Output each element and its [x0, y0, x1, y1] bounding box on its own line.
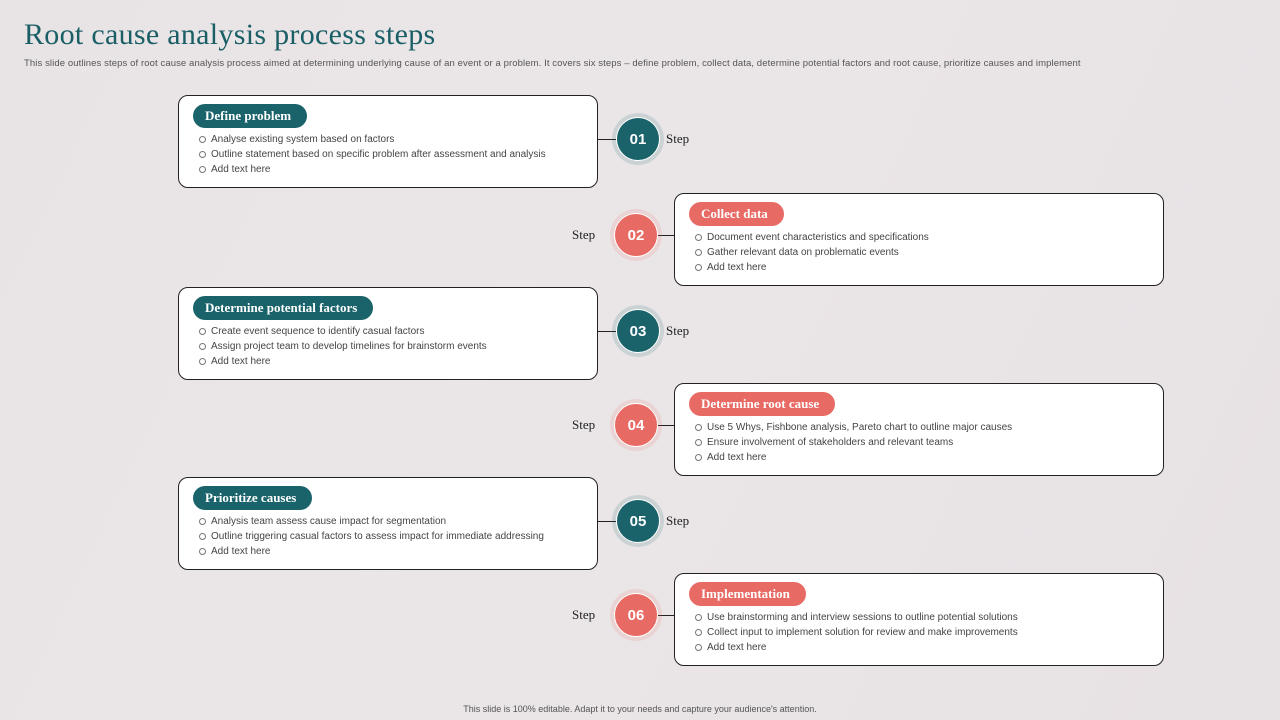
step-label: Step — [572, 227, 595, 243]
step-bullet: Analyse existing system based on factors — [211, 132, 583, 147]
step-bullet: Use brainstorming and interview sessions… — [707, 610, 1149, 625]
slide-subtitle: This slide outlines steps of root cause … — [24, 58, 1256, 69]
step-bullet: Document event characteristics and speci… — [707, 230, 1149, 245]
step-bullets: Create event sequence to identify casual… — [193, 324, 583, 369]
step-label: Step — [666, 131, 689, 147]
step-bullet: Add text here — [211, 544, 583, 559]
connector-line — [658, 425, 674, 426]
step-bullet: Analysis team assess cause impact for se… — [211, 514, 583, 529]
step-number-badge: 06 — [614, 593, 658, 637]
step-label: Step — [572, 417, 595, 433]
step-bullet: Add text here — [211, 354, 583, 369]
step-bullet: Outline statement based on specific prob… — [211, 147, 583, 162]
step-bullet: Use 5 Whys, Fishbone analysis, Pareto ch… — [707, 420, 1149, 435]
step-card-04: Determine root cause Use 5 Whys, Fishbone… — [674, 383, 1164, 476]
step-label: Step — [666, 513, 689, 529]
step-card-title: Implementation — [689, 582, 806, 606]
connector-line — [658, 615, 674, 616]
step-number-badge: 04 — [614, 403, 658, 447]
step-card-title: Determine root cause — [689, 392, 835, 416]
step-card-title: Prioritize causes — [193, 486, 312, 510]
step-card-02: Collect data Document event characteristi… — [674, 193, 1164, 286]
step-card-03: Determine potential factors Create event … — [178, 287, 598, 380]
connector-line — [598, 521, 616, 522]
step-card-06: Implementation Use brainstorming and inte… — [674, 573, 1164, 666]
step-number-badge: 01 — [616, 117, 660, 161]
step-bullet: Outline triggering casual factors to ass… — [211, 529, 583, 544]
step-card-title: Determine potential factors — [193, 296, 373, 320]
connector-line — [598, 331, 616, 332]
step-card-title: Define problem — [193, 104, 307, 128]
slide-title: Root cause analysis process steps — [24, 18, 1256, 52]
step-bullets: Analyse existing system based on factors… — [193, 132, 583, 177]
step-bullet: Add text here — [707, 260, 1149, 275]
step-bullet: Ensure involvement of stakeholders and r… — [707, 435, 1149, 450]
step-card-title: Collect data — [689, 202, 784, 226]
step-label: Step — [666, 323, 689, 339]
slide-header: Root cause analysis process steps This s… — [0, 0, 1280, 75]
step-number-badge: 03 — [616, 309, 660, 353]
step-number-badge: 05 — [616, 499, 660, 543]
step-bullet: Add text here — [707, 450, 1149, 465]
step-bullets: Use 5 Whys, Fishbone analysis, Pareto ch… — [689, 420, 1149, 465]
diagram-canvas: Define problem Analyse existing system ba… — [0, 75, 1280, 685]
step-bullets: Use brainstorming and interview sessions… — [689, 610, 1149, 655]
step-bullets: Analysis team assess cause impact for se… — [193, 514, 583, 559]
step-bullet: Add text here — [211, 162, 583, 177]
step-bullet: Assign project team to develop timelines… — [211, 339, 583, 354]
step-number-badge: 02 — [614, 213, 658, 257]
slide-footer: This slide is 100% editable. Adapt it to… — [0, 704, 1280, 714]
step-bullet: Gather relevant data on problematic even… — [707, 245, 1149, 260]
connector-line — [598, 139, 616, 140]
step-bullet: Collect input to implement solution for … — [707, 625, 1149, 640]
step-label: Step — [572, 607, 595, 623]
step-bullets: Document event characteristics and speci… — [689, 230, 1149, 275]
step-card-05: Prioritize causes Analysis team assess ca… — [178, 477, 598, 570]
step-bullet: Add text here — [707, 640, 1149, 655]
connector-line — [658, 235, 674, 236]
step-card-01: Define problem Analyse existing system ba… — [178, 95, 598, 188]
step-bullet: Create event sequence to identify casual… — [211, 324, 583, 339]
